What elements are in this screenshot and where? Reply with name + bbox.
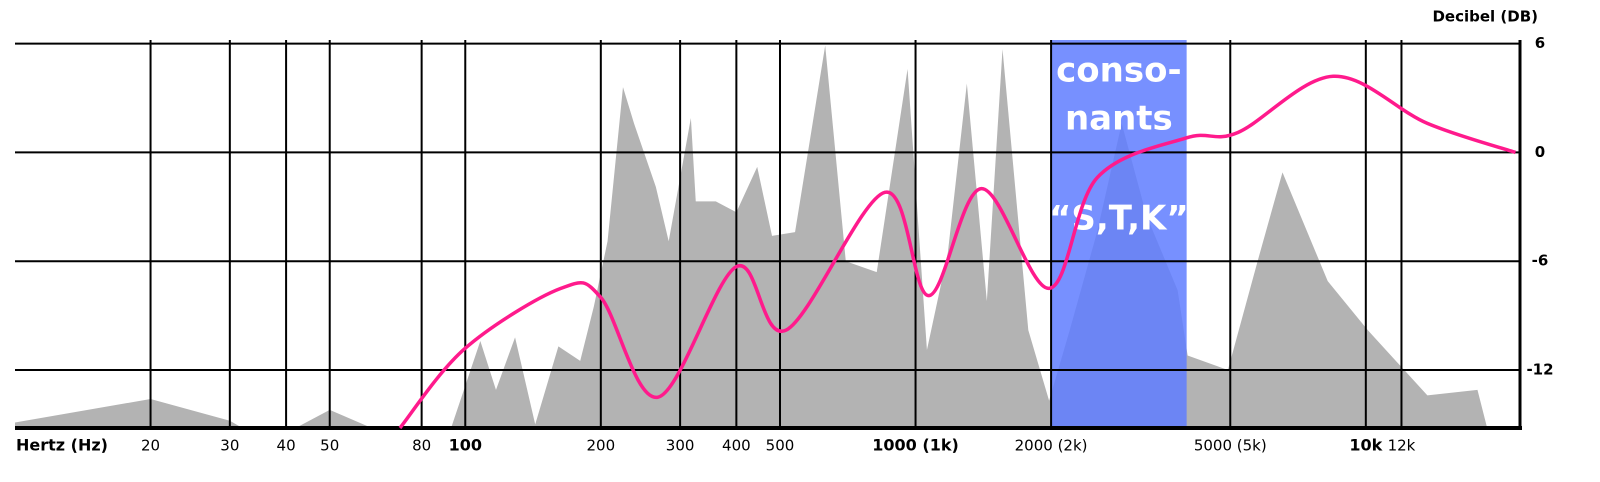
x-tick-label: 30 (220, 437, 239, 455)
x-tick-label: 40 (277, 437, 296, 455)
highlight-label: conso- (1056, 51, 1181, 91)
highlight-label: “S,T,K” (1049, 199, 1189, 239)
y-tick-label: 0 (1535, 143, 1545, 161)
x-tick-label: 5000 (5k) (1194, 437, 1267, 455)
x-tick-label: 12k (1388, 437, 1416, 455)
highlight-label: nants (1065, 99, 1173, 139)
y-tick-label: -12 (1526, 360, 1553, 378)
x-axis-label: Hertz (Hz) (16, 436, 108, 455)
x-tick-label: 100 (449, 436, 482, 455)
x-tick-label: 300 (666, 437, 695, 455)
x-tick-label: 80 (412, 437, 431, 455)
x-tick-label: 20 (141, 437, 160, 455)
x-tick-label: 400 (722, 437, 751, 455)
y-tick-label: 6 (1535, 34, 1545, 52)
x-tick-label: 50 (320, 437, 339, 455)
x-tick-label: 1000 (1k) (872, 436, 959, 455)
x-tick-label: 200 (586, 437, 615, 455)
y-tick-label: -6 (1532, 252, 1549, 270)
response-curve (398, 74, 1517, 430)
y-axis-label: Decibel (DB) (1432, 8, 1538, 26)
x-tick-label: 500 (766, 437, 795, 455)
x-tick-label: 10k (1349, 436, 1382, 455)
x-tick-label: 2000 (2k) (1015, 437, 1088, 455)
